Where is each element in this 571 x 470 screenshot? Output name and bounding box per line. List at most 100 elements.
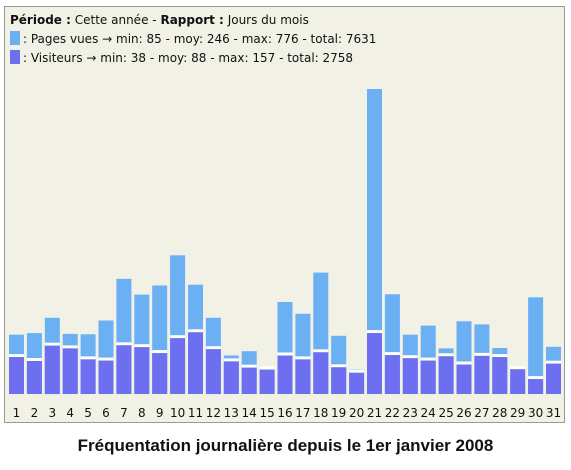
bar-visiteurs-10	[170, 338, 186, 394]
bar-separator-4	[62, 345, 78, 349]
bar-separator-13	[223, 358, 239, 362]
bar-visiteurs-21	[367, 333, 382, 394]
bar-visiteurs-1	[9, 357, 24, 394]
day-label-17: 17	[295, 406, 310, 420]
day-label-10: 10	[170, 406, 185, 420]
day-label-20: 20	[349, 406, 364, 420]
bar-separator-2	[26, 358, 42, 361]
bar-separator-26	[456, 361, 472, 365]
bar-visiteurs-31	[546, 363, 561, 394]
bar-visiteurs-6	[98, 360, 114, 394]
periode-value: Cette année	[74, 13, 149, 27]
bar-visiteurs-26	[456, 364, 472, 394]
visiteurs-swatch	[10, 50, 20, 64]
bar-visiteurs-28	[492, 357, 508, 394]
bar-separator-24	[420, 357, 436, 361]
bar-visiteurs-24	[420, 360, 436, 394]
bar-visiteurs-2	[26, 361, 42, 394]
bar-separator-29	[510, 366, 526, 370]
bar-separator-14	[241, 364, 257, 368]
day-label-24: 24	[421, 406, 436, 420]
bar-separator-8	[134, 344, 150, 348]
bar-separator-21	[367, 330, 382, 334]
bar-separator-5	[80, 356, 96, 360]
bar-visiteurs-20	[349, 372, 365, 394]
bar-separator-16	[277, 352, 293, 356]
day-label-7: 7	[120, 406, 128, 420]
bar-visiteurs-16	[277, 355, 293, 394]
day-label-2: 2	[31, 406, 39, 420]
bar-chart: 1 2 3 4 5 6 7 8 9 10 11 12 13 14 15 16 17 18 19 20 21 22 23 24 2…	[9, 89, 561, 420]
day-label-18: 18	[313, 406, 328, 420]
day-label-27: 27	[474, 406, 489, 420]
bar-visiteurs-12	[205, 349, 221, 394]
day-label-26: 26	[456, 406, 471, 420]
day-label-5: 5	[84, 406, 92, 420]
bar-visiteurs-14	[241, 367, 257, 394]
bar-separator-23	[402, 355, 418, 359]
bar-separator-7	[116, 342, 132, 346]
day-label-25: 25	[438, 406, 453, 420]
day-label-1: 1	[13, 406, 21, 420]
bar-separator-12	[205, 346, 221, 350]
bar-visiteurs-15	[259, 369, 275, 394]
day-label-8: 8	[138, 406, 146, 420]
bar-visiteurs-7	[116, 345, 132, 394]
periode-label: Période :	[10, 13, 71, 27]
bar-visiteurs-18	[313, 352, 329, 394]
day-label-30: 30	[528, 406, 543, 420]
day-label-19: 19	[331, 406, 346, 420]
period-report-line: Période : Cette année - Rapport : Jours …	[10, 11, 376, 30]
day-label-6: 6	[102, 406, 110, 420]
legend-visiteurs: : Visiteurs → min: 38 - moy: 88 - max: 1…	[10, 49, 376, 68]
bar-visiteurs-23	[402, 358, 418, 394]
bar-visiteurs-3	[44, 345, 60, 394]
legend-pages-vues: : Pages vues → min: 85 - moy: 246 - max:…	[10, 30, 376, 49]
day-label-4: 4	[66, 406, 74, 420]
bar-separator-27	[474, 352, 490, 356]
rapport-label: Rapport :	[160, 13, 224, 27]
day-label-11: 11	[188, 406, 203, 420]
bar-separator-18	[313, 349, 329, 353]
bar-separator-17	[295, 356, 311, 360]
bar-pages-vues-21	[367, 89, 382, 394]
day-label-3: 3	[48, 406, 56, 420]
day-label-23: 23	[403, 406, 418, 420]
bar-visiteurs-11	[188, 332, 203, 394]
bar-separator-11	[188, 329, 203, 333]
pages-vues-stats: : Pages vues → min: 85 - moy: 246 - max:…	[23, 32, 377, 46]
bar-separator-15	[259, 366, 275, 370]
bar-visiteurs-22	[384, 355, 400, 394]
rapport-value: Jours du mois	[227, 13, 309, 27]
bar-visiteurs-5	[80, 359, 96, 394]
chart-frame: 1 2 3 4 5 6 7 8 9 10 11 12 13 14 15 16 17 18 19 20 21 22 23 24 2…	[4, 6, 565, 423]
day-label-16: 16	[277, 406, 292, 420]
bar-visiteurs-8	[134, 347, 150, 394]
bar-visiteurs-17	[295, 359, 311, 394]
day-label-13: 13	[224, 406, 239, 420]
chart-title: Fréquentation journalière depuis le 1er …	[77, 436, 494, 455]
separator: -	[152, 13, 157, 27]
bar-separator-28	[492, 354, 508, 358]
visiteurs-stats: : Visiteurs → min: 38 - moy: 88 - max: 1…	[23, 51, 354, 65]
day-label-15: 15	[259, 406, 274, 420]
bar-separator-10	[170, 335, 186, 339]
bar-visiteurs-25	[438, 356, 454, 394]
bar-visiteurs-29	[510, 369, 526, 394]
day-label-14: 14	[242, 406, 257, 420]
day-label-31: 31	[546, 406, 561, 420]
bar-separator-9	[152, 350, 168, 354]
bar-visiteurs-30	[528, 379, 544, 394]
bar-visiteurs-27	[474, 355, 490, 394]
bar-separator-1	[9, 354, 24, 358]
bar-separator-31	[546, 360, 561, 364]
day-label-9: 9	[156, 406, 164, 420]
bar-separator-22	[384, 352, 400, 356]
bar-separator-19	[331, 364, 347, 368]
pages-vues-swatch	[10, 31, 20, 45]
day-label-12: 12	[206, 406, 221, 420]
bar-separator-6	[98, 357, 114, 361]
day-label-21: 21	[367, 406, 382, 420]
day-label-29: 29	[510, 406, 525, 420]
bar-visiteurs-13	[223, 361, 239, 394]
